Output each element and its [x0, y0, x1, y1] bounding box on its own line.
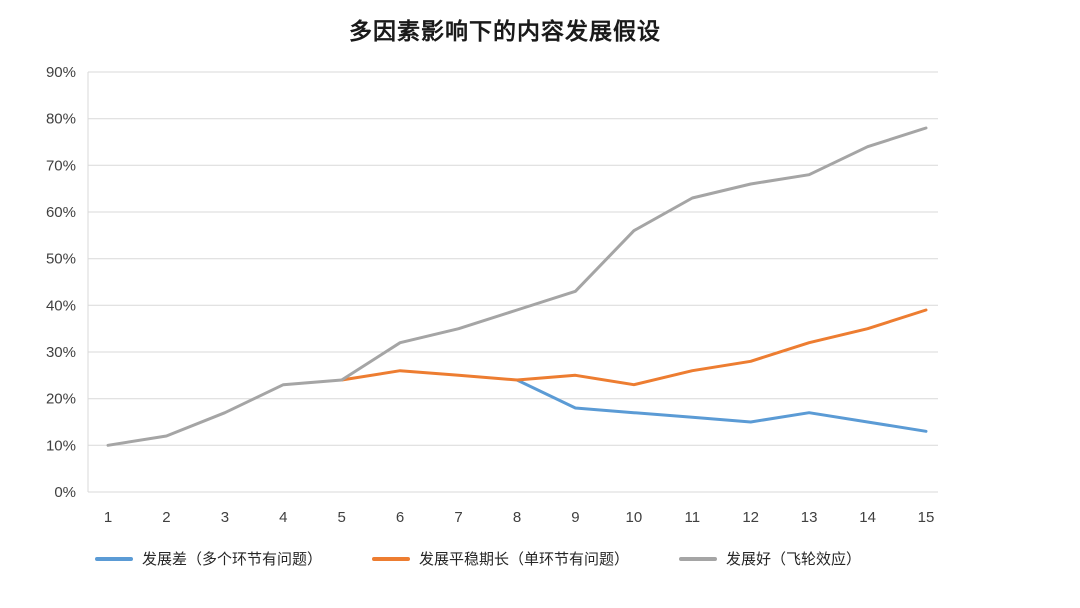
series-line-2 [106, 126, 928, 447]
y-tick-label: 80% [46, 111, 76, 128]
legend-label: 发展差（多个环节有问题） [142, 551, 323, 568]
y-tick-label: 40% [46, 297, 76, 314]
x-tick-label: 4 [279, 509, 287, 526]
x-tick-label: 1 [104, 509, 112, 526]
y-tick-label: 10% [46, 437, 76, 454]
y-tick-label: 60% [46, 204, 76, 221]
legend-item-develop-flat: 发展平稳期长（单环节有问题） [372, 548, 629, 569]
legend-swatch-blue [95, 556, 133, 561]
x-tick-label: 8 [513, 509, 521, 526]
x-tick-label: 15 [918, 509, 935, 526]
legend-swatch-orange [372, 556, 411, 561]
x-tick-label: 10 [626, 509, 643, 526]
y-tick-label: 20% [46, 391, 76, 408]
x-tick-label: 12 [742, 509, 759, 526]
y-tick-label: 0% [54, 484, 76, 501]
y-tick-label: 30% [46, 344, 76, 361]
legend-label: 发展好（飞轮效应） [726, 551, 862, 568]
y-tick-label: 70% [46, 157, 76, 174]
y-tick-label: 50% [46, 251, 76, 268]
x-tick-label: 7 [454, 509, 462, 526]
legend: 发展差（多个环节有问题） 发展平稳期长（单环节有问题） 发展好（飞轮效应） [95, 548, 861, 569]
y-tick-label: 90% [46, 64, 76, 81]
series-line-0 [515, 378, 928, 433]
x-tick-label: 14 [859, 509, 876, 526]
legend-item-develop-good: 发展好（飞轮效应） [679, 548, 861, 569]
legend-label: 发展平稳期长（单环节有问题） [419, 551, 630, 568]
legend-swatch-gray [679, 556, 718, 561]
x-tick-label: 11 [685, 509, 701, 526]
chart-title: 多因素影响下的内容发展假设 [349, 18, 661, 44]
x-tick-label: 3 [221, 509, 229, 526]
series-line-1 [340, 308, 928, 387]
x-tick-label: 5 [338, 509, 346, 526]
legend-item-develop-bad: 发展差（多个环节有问题） [95, 548, 322, 569]
x-tick-label: 13 [801, 509, 818, 526]
x-tick-label: 9 [571, 509, 579, 526]
x-tick-label: 6 [396, 509, 404, 526]
x-tick-label: 2 [162, 509, 170, 526]
